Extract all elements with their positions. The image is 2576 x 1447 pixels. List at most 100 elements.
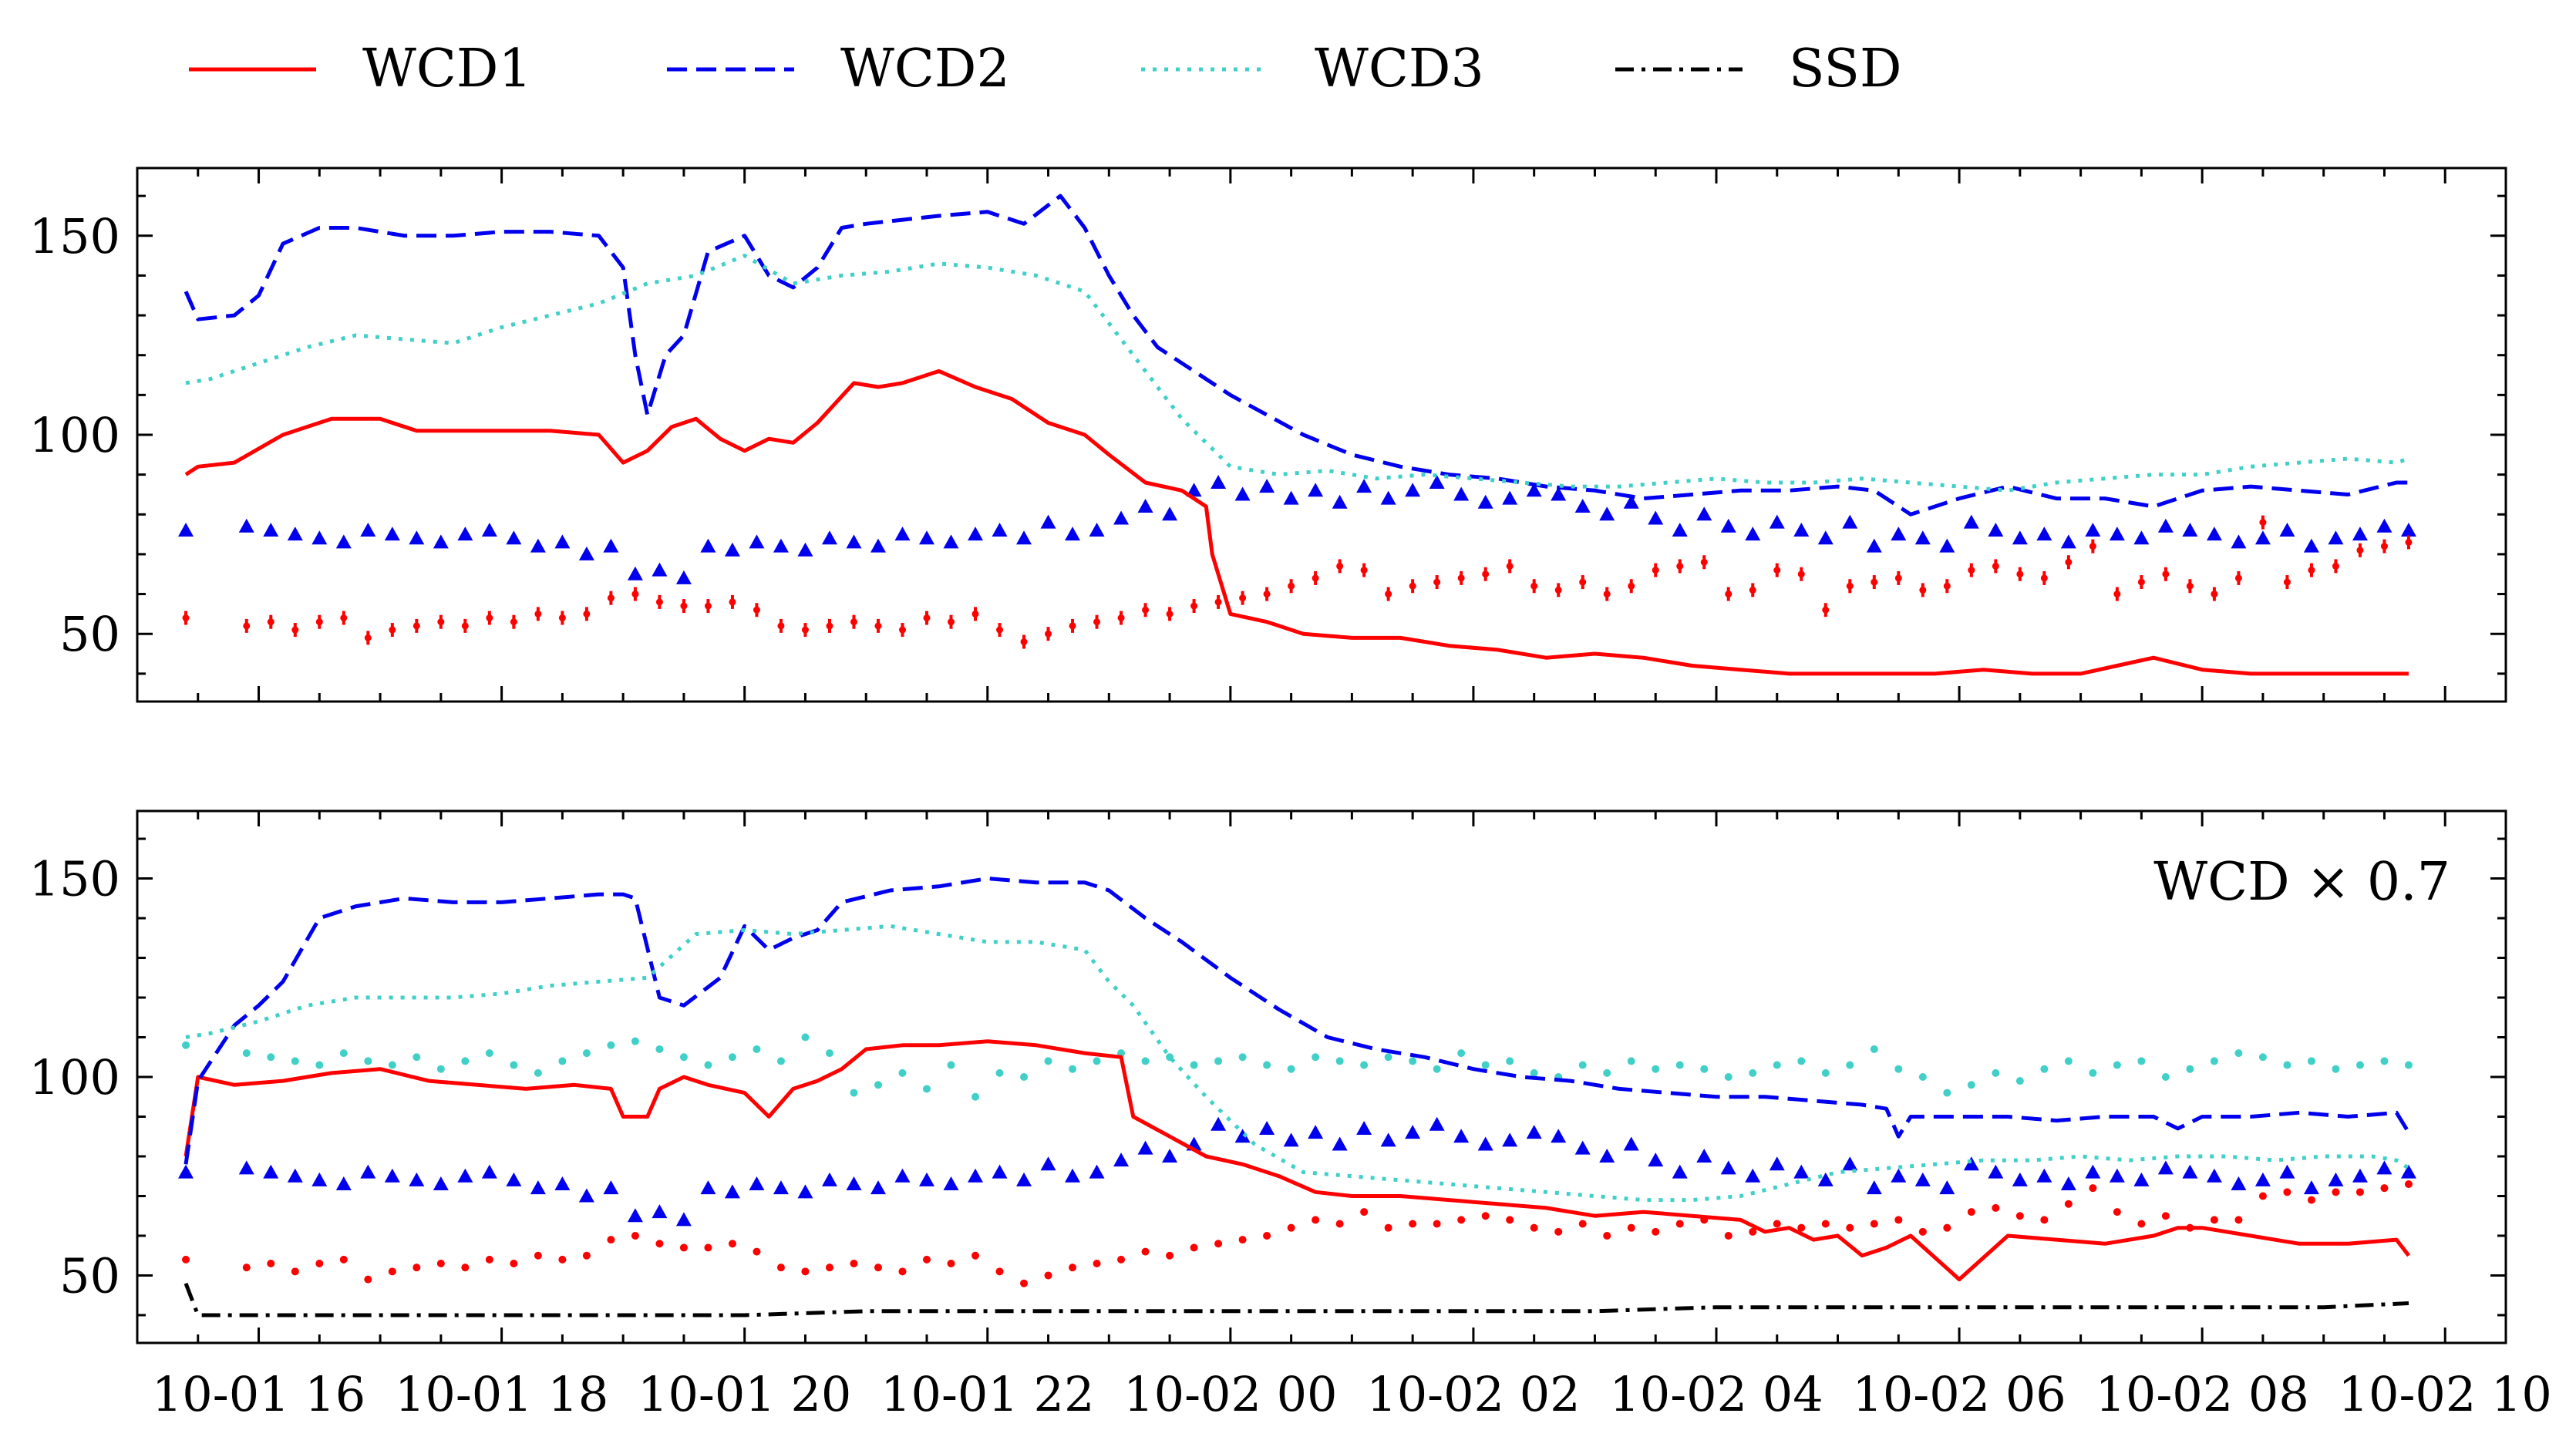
scatter-point-center	[2186, 582, 2194, 590]
scatter-point	[2352, 1168, 2368, 1183]
scatter-point	[2303, 1180, 2319, 1195]
scatter-point-center	[182, 614, 190, 622]
scatter-point	[1700, 1065, 1709, 1073]
scatter-point	[1044, 1057, 1052, 1065]
scatter-point-center	[1968, 567, 1975, 574]
scatter-point	[870, 538, 886, 553]
scatter-point	[607, 1236, 615, 1244]
scatter-point	[238, 1160, 254, 1175]
scatter-point	[510, 1260, 518, 1268]
x-tick-label: 10-01 18	[395, 1366, 608, 1422]
scatter-point-center	[1385, 591, 1392, 598]
scatter-point-center	[267, 618, 274, 626]
scatter-point	[311, 530, 328, 545]
scatter-point	[1016, 530, 1032, 545]
scatter-point	[2137, 1220, 2146, 1228]
scatter-point	[1797, 1223, 1806, 1232]
scatter-point	[1939, 538, 1955, 553]
x-tick-label: 10-01 16	[152, 1366, 365, 1422]
scatter-point-center	[486, 614, 493, 622]
scatter-point-center	[364, 634, 372, 641]
scatter-point-center	[1603, 591, 1611, 598]
scatter-point	[2231, 534, 2247, 549]
scatter-point	[1020, 1279, 1029, 1287]
scatter-point	[1769, 1156, 1785, 1171]
scatter-point	[898, 1068, 907, 1077]
scatter-point	[995, 1267, 1004, 1276]
scatter-point-center	[826, 622, 833, 630]
scatter-point-center	[1846, 582, 1854, 590]
scatter-point	[2376, 1160, 2392, 1175]
scatter-point	[2036, 1168, 2052, 1183]
scatter-point-center	[1579, 578, 1587, 586]
scatter-point	[947, 1061, 955, 1069]
scatter-point	[2380, 1184, 2389, 1193]
scatter-point	[1356, 479, 1372, 493]
scatter-point	[1554, 1227, 1563, 1236]
scatter-point	[1287, 1223, 1295, 1232]
scatter-point	[1137, 1140, 1153, 1155]
scatter-point	[1065, 1168, 1081, 1183]
scatter-point	[2089, 1184, 2097, 1193]
scatter-point-center	[2137, 578, 2145, 586]
scatter-point	[1530, 1068, 1538, 1077]
scatter-point	[2064, 1057, 2073, 1065]
scatter-point	[1238, 1053, 1247, 1062]
scatter-point	[1866, 1180, 1882, 1195]
scatter-point	[1211, 474, 1227, 489]
scatter-point	[1672, 522, 1688, 537]
scatter-point	[1988, 522, 2004, 537]
scatter-point	[2015, 1077, 2024, 1085]
scatter-point-center	[558, 614, 566, 622]
scatter-point	[603, 538, 619, 553]
scatter-point	[1842, 514, 1858, 529]
scatter-point	[1603, 1068, 1611, 1077]
scatter-point	[2234, 1216, 2243, 1224]
scatter-point-center	[2211, 591, 2218, 598]
scatter-point-center	[534, 610, 542, 617]
scatter-point	[1894, 1216, 1903, 1224]
scatter-point	[2258, 1192, 2267, 1200]
scatter-point	[1914, 1172, 1931, 1186]
scatter-point-center	[631, 591, 639, 598]
scatter-point	[485, 1255, 493, 1264]
scatter-point	[1891, 527, 1907, 541]
scatter-point	[315, 1260, 324, 1268]
axes-frame	[136, 167, 2507, 703]
scatter-point	[506, 530, 522, 545]
x-tick-label: 10-02 08	[2095, 1366, 2308, 1422]
scatter-point	[1720, 518, 1736, 533]
scatter-point-center	[948, 618, 955, 626]
scatter-point	[1578, 1220, 1587, 1228]
scatter-point	[2157, 1160, 2174, 1175]
scatter-point	[267, 1053, 275, 1062]
scatter-point-center	[2162, 570, 2170, 578]
scatter-point	[1405, 1125, 1421, 1139]
scatter-point	[1093, 1057, 1101, 1065]
scatter-point-center	[1894, 574, 1902, 582]
y-tick-label: 150	[29, 851, 120, 907]
scatter-point	[2161, 1073, 2170, 1081]
scatter-point	[2303, 538, 2319, 553]
scatter-point	[1939, 1180, 1955, 1195]
scatter-point	[1409, 1220, 1417, 1228]
scatter-point	[2332, 1188, 2340, 1196]
scatter-point	[870, 1180, 886, 1195]
scatter-point	[1672, 1164, 1688, 1179]
scatter-point	[801, 1033, 810, 1042]
scatter-point	[1384, 1223, 1392, 1232]
y-tick-label: 100	[29, 1049, 120, 1105]
scatter-point	[749, 1176, 765, 1191]
scatter-point	[554, 1176, 571, 1191]
scatter-point-center	[2356, 547, 2364, 554]
scatter-point	[1551, 1129, 1567, 1143]
scatter-point	[1332, 1136, 1348, 1151]
scatter-point	[2355, 1188, 2364, 1196]
scatter-point	[1190, 1243, 1198, 1252]
scatter-point	[1238, 1236, 1247, 1244]
scatter-point	[1166, 1251, 1174, 1260]
scatter-point	[409, 530, 425, 545]
scatter-point	[1384, 1053, 1392, 1062]
scatter-point	[1259, 479, 1275, 493]
scatter-point	[1287, 1065, 1295, 1073]
